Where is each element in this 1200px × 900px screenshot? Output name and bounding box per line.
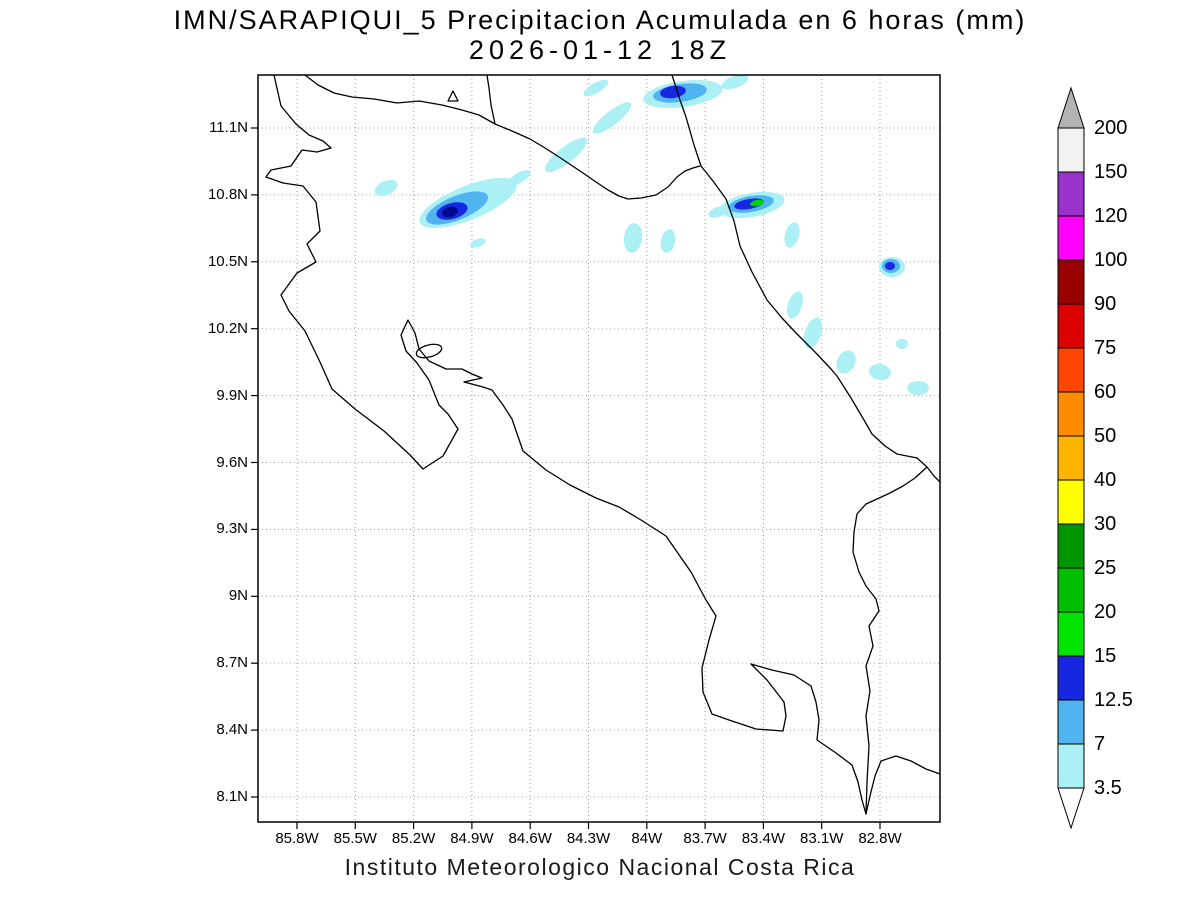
colorbar-segment: [1057, 523, 1085, 569]
colorbar-label: 30: [1094, 513, 1117, 535]
precip-blob: [544, 137, 588, 173]
colorbar-segment: [1057, 347, 1085, 393]
colorbar: [1057, 86, 1085, 830]
colorbar-label: 12.5: [1094, 689, 1133, 711]
colorbar-label: 120: [1094, 205, 1128, 227]
precip-blob: [470, 238, 486, 248]
colorbar-segment: [1057, 699, 1085, 745]
coastline-path: [671, 75, 940, 483]
precip-blob: [836, 350, 856, 374]
x-tick-label: 82.8W: [858, 830, 902, 847]
colorbar-label: 20: [1094, 601, 1117, 623]
x-tick-label: 85.5W: [333, 830, 377, 847]
source-caption: Instituto Meteorologico Nacional Costa R…: [344, 854, 856, 880]
x-tick-label: 84.3W: [566, 830, 611, 847]
x-tick-label: 83.1W: [800, 830, 844, 847]
x-tick-label: 84.9W: [450, 830, 494, 847]
colorbar-segment: [1057, 171, 1085, 217]
coastline-path: [852, 466, 928, 815]
colorbar-label: 200: [1094, 117, 1128, 139]
y-tick-label: 9N: [228, 587, 248, 605]
map-frame: [257, 74, 941, 823]
colorbar-arrow-over: [1057, 86, 1085, 129]
grid-lines: [258, 75, 940, 822]
colorbar-segment: [1057, 391, 1085, 437]
colorbar-label: 7: [1094, 733, 1106, 755]
colorbar-label: 60: [1094, 381, 1117, 403]
x-tick-label: 84W: [631, 830, 663, 847]
precip-blob: [660, 229, 676, 253]
colorbar-label: 50: [1094, 425, 1117, 447]
x-tick-label: 85.8W: [275, 830, 319, 847]
colorbar-segment: [1057, 127, 1085, 173]
y-tick-label: 8.4N: [216, 721, 248, 739]
coastline-path: [486, 75, 496, 125]
precip-blob: [623, 223, 643, 253]
colorbar-segment: [1057, 655, 1085, 701]
y-tick-label: 9.6N: [216, 453, 248, 471]
colorbar-segment: [1057, 567, 1085, 613]
coastline-path: [304, 75, 701, 200]
colorbar-label: 100: [1094, 249, 1128, 271]
precip-blob: [374, 179, 398, 197]
precip-blob: [885, 262, 895, 270]
colorbar-label: 15: [1094, 645, 1117, 667]
precip-blob: [660, 85, 686, 99]
precip-blob: [784, 222, 800, 248]
y-tick-label: 9.3N: [216, 520, 248, 538]
y-tick-label: 9.9N: [216, 386, 248, 404]
precip-blob: [592, 102, 632, 134]
precip-blob: [442, 206, 458, 218]
colorbar-label: 90: [1094, 293, 1117, 315]
colorbar-segment: [1057, 435, 1085, 481]
precip-blob: [896, 339, 908, 349]
coastline-path: [265, 75, 940, 815]
x-tick-label: 85.2W: [391, 830, 436, 847]
y-tick-label: 10.5N: [207, 252, 248, 270]
colorbar-segment: [1057, 303, 1085, 349]
colorbar-label: 75: [1094, 337, 1117, 359]
precip-blob: [787, 291, 803, 319]
y-tick-label: 8.7N: [216, 654, 248, 672]
colorbar-segment: [1057, 215, 1085, 261]
colorbar-segment: [1057, 611, 1085, 657]
colorbar-label: 150: [1094, 161, 1128, 183]
colorbar-label: 25: [1094, 557, 1117, 579]
island-marker: [447, 90, 459, 102]
coastline-layer: [265, 75, 940, 815]
colorbar-label: 40: [1094, 469, 1117, 491]
y-tick-label: 11.1N: [209, 119, 248, 136]
colorbar-label: 3.5: [1094, 777, 1122, 799]
y-tick-label: 10.8N: [207, 185, 248, 203]
x-tick-label: 84.6W: [508, 830, 552, 847]
colorbar-segment: [1057, 479, 1085, 525]
colorbar-segment: [1057, 743, 1085, 789]
x-tick-label: 83.7W: [683, 830, 727, 847]
axis-ticks: [251, 127, 881, 829]
precip-blob: [721, 75, 749, 90]
colorbar-arrow-under: [1057, 787, 1085, 830]
precip-blob: [803, 317, 823, 349]
y-tick-label: 10.2N: [207, 319, 248, 337]
colorbar-segment: [1057, 259, 1085, 305]
precip-blob: [750, 199, 764, 207]
precip-blob: [907, 381, 929, 395]
precip-blob: [583, 79, 609, 97]
y-tick-label: 8.1N: [216, 788, 248, 805]
island-chira: [415, 343, 443, 359]
precip-blob: [869, 363, 891, 381]
chart-title: IMN/SARAPIQUI_5 Precipitacion Acumulada …: [173, 5, 1027, 35]
x-tick-label: 83.4W: [741, 830, 786, 847]
chart-subtitle: 2026-01-12 18Z: [468, 35, 732, 65]
precip-layer: [374, 75, 929, 395]
